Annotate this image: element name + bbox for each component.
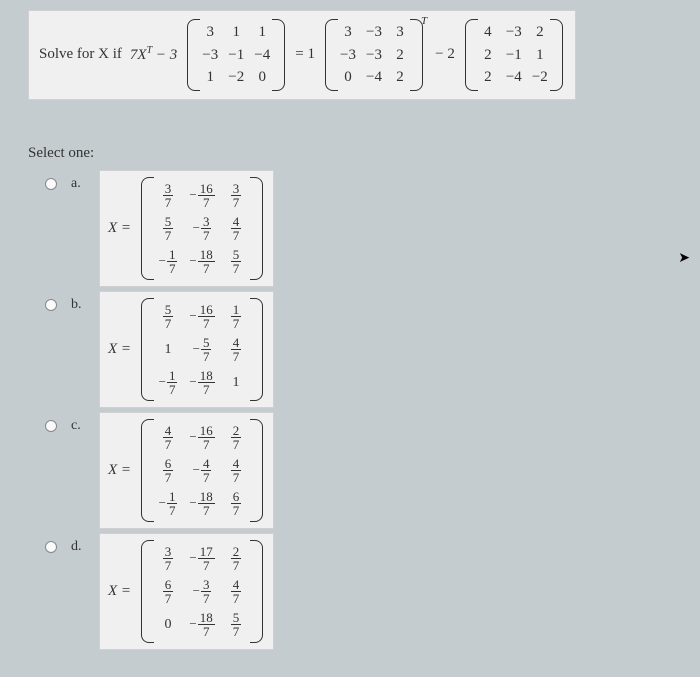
answer-box: X =57−167171−5747−17−1871: [99, 291, 274, 408]
x-equals-label: X =: [108, 462, 131, 479]
option-letter: b.: [71, 297, 91, 313]
option-letter: c.: [71, 418, 91, 434]
answer-box: X =37−1772767−37470−18757: [99, 533, 274, 650]
radio-d[interactable]: [45, 541, 57, 553]
x-equals-label: X =: [108, 341, 131, 358]
option-a[interactable]: a. X =37−1673757−3747−17−18757: [45, 170, 274, 287]
answer-box: X =37−1673757−3747−17−18757: [99, 170, 274, 287]
x-equals-label: X =: [108, 220, 131, 237]
equals-1: = 1: [295, 46, 315, 63]
option-letter: a.: [71, 176, 91, 192]
expr-7xt: 7XT − 3: [130, 45, 177, 64]
solve-prefix: Solve for X if: [39, 46, 122, 63]
option-b[interactable]: b. X =57−167171−5747−17−1871: [45, 291, 274, 408]
minus-2: − 2: [435, 46, 455, 63]
option-c[interactable]: c. X =47−1672767−4747−17−18767: [45, 412, 274, 529]
radio-b[interactable]: [45, 299, 57, 311]
option-d[interactable]: d. X =37−1772767−37470−18757: [45, 533, 274, 650]
answer-box: X =47−1672767−4747−17−18767: [99, 412, 274, 529]
select-one-label: Select one:: [28, 145, 94, 162]
cursor-icon: ➤: [678, 250, 690, 267]
x-equals-label: X =: [108, 583, 131, 600]
radio-c[interactable]: [45, 420, 57, 432]
question-equation: Solve for X if 7XT − 3 311−3−1−41−20 = 1…: [28, 10, 576, 100]
option-letter: d.: [71, 539, 91, 555]
options-list: a. X =37−1673757−3747−17−18757 b. X =57−167…: [45, 170, 274, 654]
radio-a[interactable]: [45, 178, 57, 190]
